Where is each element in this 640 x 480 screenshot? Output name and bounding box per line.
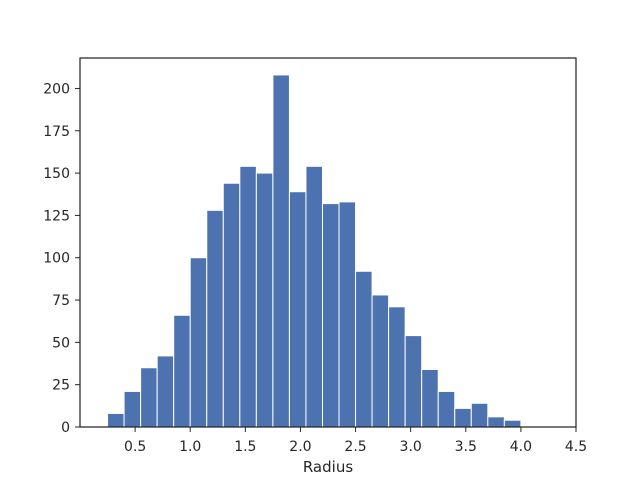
histogram-bar-6 [206,209,224,428]
x-tick-label-0: 0.5 [124,439,146,455]
y-tick-label-1: 25 [52,378,70,394]
x-tick-label-8: 4.5 [565,439,587,455]
histogram-bar-24 [503,419,522,428]
histogram-bar-20 [437,390,456,428]
histogram-bar-0 [107,412,125,428]
histogram-bar-11 [288,191,307,428]
histogram-bar-13 [321,203,340,428]
x-axis-label: Radius [303,458,353,476]
histogram-bar-23 [487,416,505,428]
histogram-bar-19 [421,368,439,428]
x-tick-label-3: 2.0 [289,439,311,455]
x-axis-ticks: 0.5 1.0 1.5 2.0 2.5 3.0 3.5 4.0 4.5 [124,427,587,455]
histogram-bar-7 [222,182,241,428]
bars-group [107,74,522,428]
histogram-bar-10 [272,74,290,428]
histogram-bar-22 [470,402,489,428]
histogram-bar-18 [404,335,423,428]
histogram-bar-8 [239,165,257,428]
x-tick-label-6: 3.5 [455,439,477,455]
histogram-bar-4 [173,314,191,428]
histogram-bar-2 [140,367,158,428]
x-tick-label-4: 2.5 [344,439,366,455]
histogram-bar-15 [355,270,373,428]
histogram-bar-14 [338,201,357,428]
x-tick-label-7: 4.0 [510,439,532,455]
x-tick-label-1: 1.0 [179,439,201,455]
histogram-bar-17 [388,306,406,428]
x-tick-label-2: 1.5 [234,439,256,455]
y-tick-label-0: 0 [61,420,70,436]
histogram-bar-5 [189,257,208,428]
y-tick-label-3: 75 [52,293,70,309]
y-tick-label-8: 200 [43,81,70,97]
histogram-bar-9 [255,172,274,428]
histogram-bar-3 [156,355,175,428]
x-tick-label-5: 3.0 [400,439,422,455]
y-tick-label-6: 150 [43,166,70,182]
histogram-bar-16 [371,294,390,428]
histogram-bar-21 [454,407,472,428]
y-tick-label-2: 50 [52,335,70,351]
plot-area-frame [79,57,577,428]
y-tick-label-4: 100 [43,251,70,267]
y-tick-label-5: 125 [43,208,70,224]
histogram-bar-1 [123,390,142,428]
y-tick-label-7: 175 [43,124,70,140]
y-axis-ticks: 0 25 50 75 100 125 150 175 200 [43,81,80,436]
histogram-bar-12 [305,165,323,428]
